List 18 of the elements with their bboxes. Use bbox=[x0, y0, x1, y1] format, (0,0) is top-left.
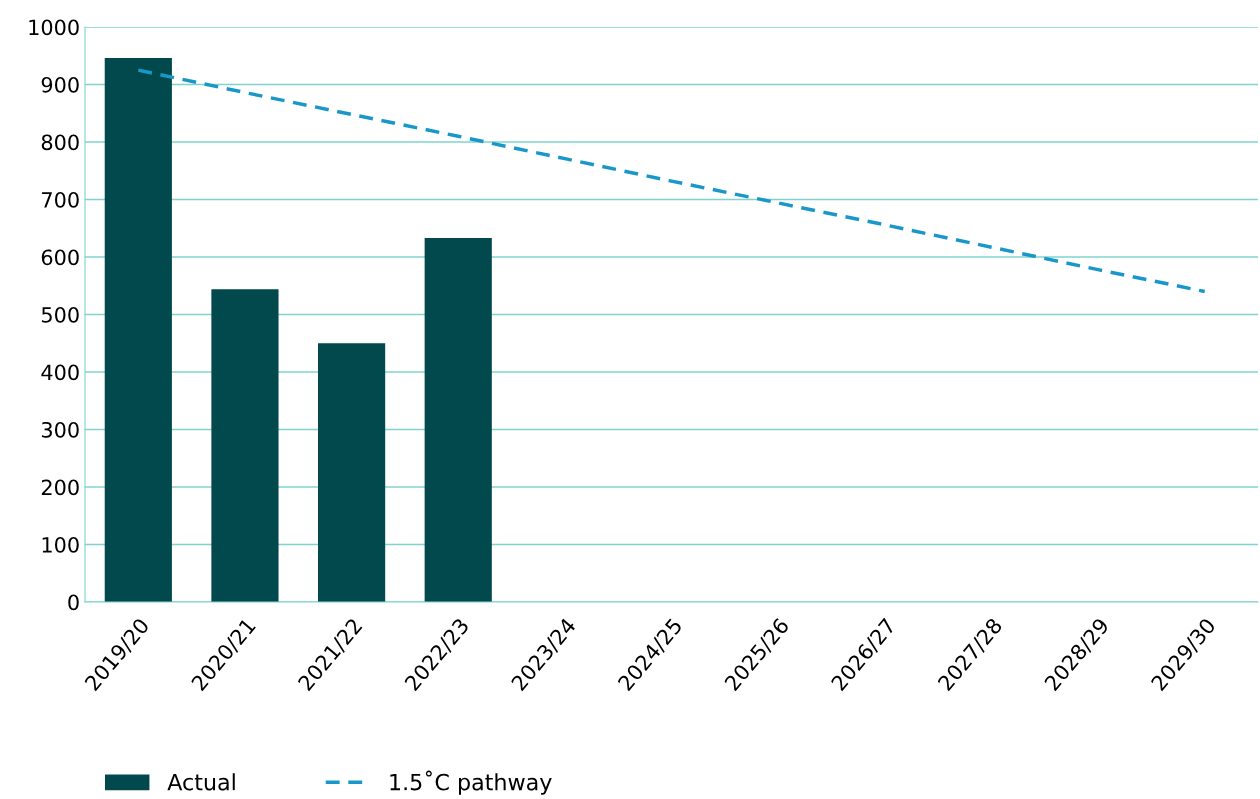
bar bbox=[104, 58, 172, 602]
y-tick-label: 600 bbox=[41, 249, 79, 266]
legend-label: Actual bbox=[167, 773, 235, 791]
y-tick-label: 1000 bbox=[29, 19, 79, 36]
y-tick-label: 800 bbox=[41, 134, 79, 151]
y-tick-label: 500 bbox=[41, 306, 79, 323]
y-tick-label: 400 bbox=[41, 364, 79, 381]
y-tick-label: 100 bbox=[42, 536, 79, 553]
line-series bbox=[136, 68, 1207, 294]
y-tick-label: 300 bbox=[41, 421, 79, 438]
y-tick-label: 900 bbox=[41, 76, 79, 93]
y-tick-label: 200 bbox=[41, 479, 79, 496]
bar bbox=[318, 343, 386, 602]
y-tick-label: 700 bbox=[42, 191, 79, 208]
bar bbox=[211, 289, 279, 602]
bar bbox=[424, 238, 492, 602]
y-tick-label: 0 bbox=[68, 594, 79, 611]
legend-label: 1.5˚C pathway bbox=[390, 770, 552, 795]
